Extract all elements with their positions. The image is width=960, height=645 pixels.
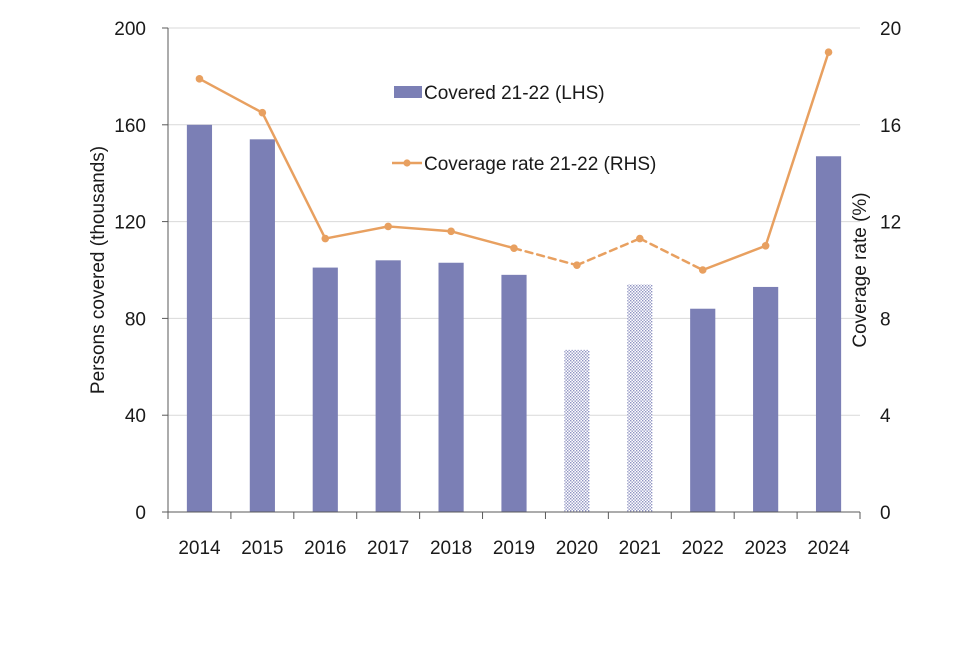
grid-lines (168, 27, 860, 416)
bar-2014 (186, 124, 213, 513)
line-segment-2019-2020 (512, 246, 579, 267)
line-segment-2020-2021 (575, 237, 642, 267)
x-tick-label: 2015 (241, 538, 283, 559)
line-series (195, 48, 833, 274)
x-tick-label: 2019 (493, 538, 535, 559)
x-tick-label: 2017 (367, 538, 409, 559)
y-left-tick-label: 200 (114, 19, 146, 40)
line-segment-2014-2015 (198, 77, 264, 114)
line-point-2017 (384, 222, 392, 231)
y-left-tick-label: 160 (114, 116, 146, 137)
line-point-2016 (321, 234, 330, 243)
line-segment-2018-2019 (449, 230, 516, 250)
legend-bar-label: Covered 21-22 (LHS) (424, 83, 605, 104)
y-right-tick-label: 0 (880, 503, 891, 524)
y-axis-left-title: Persons covered (thousands) (88, 146, 109, 394)
y-left-tick-label: 0 (135, 503, 146, 524)
tick-labels: 0 40 80 120 160 200 0 4 8 12 16 20 2014 2015 2016 2017 2… (114, 19, 901, 559)
bar-2015 (249, 139, 275, 512)
x-tick-label: 2016 (304, 538, 346, 559)
line-point-2022 (698, 266, 707, 274)
y-left-tick-label: 120 (114, 213, 146, 234)
legend-line-marker (403, 159, 411, 167)
x-tick-label: 2020 (556, 538, 598, 559)
y-right-tick-label: 8 (880, 309, 891, 330)
line-point-2024 (824, 48, 833, 56)
x-tick-label: 2023 (744, 538, 786, 559)
line-point-2018 (447, 227, 455, 236)
y-right-tick-label: 16 (880, 116, 901, 137)
bar-2021 (627, 284, 653, 512)
bar-series (186, 124, 842, 513)
x-tick-label: 2014 (178, 538, 221, 559)
legend-line-label: Coverage rate 21-22 (RHS) (424, 154, 656, 175)
line-point-2014 (195, 75, 204, 83)
y-right-tick-label: 20 (880, 19, 901, 40)
y-left-tick-label: 40 (125, 406, 146, 427)
line-segment-2017-2018 (386, 225, 453, 233)
line-point-2015 (258, 108, 267, 117)
line-point-2019 (510, 244, 518, 253)
bar-2016 (312, 267, 338, 512)
line-segment-2016-2017 (324, 225, 390, 240)
legend-bar-swatch (394, 86, 422, 98)
line-point-2020 (573, 261, 581, 269)
x-tick-label: 2021 (619, 538, 661, 559)
line-point-2021 (636, 234, 644, 243)
bar-2022 (690, 308, 716, 512)
y-axis-right-title: Coverage rate (%) (850, 192, 871, 347)
x-tick-label: 2024 (807, 538, 850, 559)
x-tick-label: 2022 (682, 538, 724, 559)
line-segment-2023-2024 (764, 50, 830, 248)
bar-2017 (375, 260, 401, 512)
axes (162, 27, 861, 519)
line-segment-2022-2023 (701, 244, 767, 272)
bar-2019 (501, 274, 527, 512)
line-segment-2015-2016 (261, 111, 327, 240)
y-left-tick-label: 80 (125, 309, 146, 330)
line-segment-2021-2022 (638, 237, 704, 272)
bar-2023 (753, 286, 779, 512)
y-right-tick-label: 12 (880, 213, 901, 234)
line-point-2023 (761, 242, 770, 250)
x-tick-label: 2018 (430, 538, 472, 559)
y-right-tick-label: 4 (880, 406, 891, 427)
bar-2024 (815, 156, 842, 512)
bar-2018 (438, 262, 464, 512)
bar-2020 (564, 349, 590, 512)
legend: Covered 21-22 (LHS) Coverage rate 21-22 … (392, 83, 656, 175)
